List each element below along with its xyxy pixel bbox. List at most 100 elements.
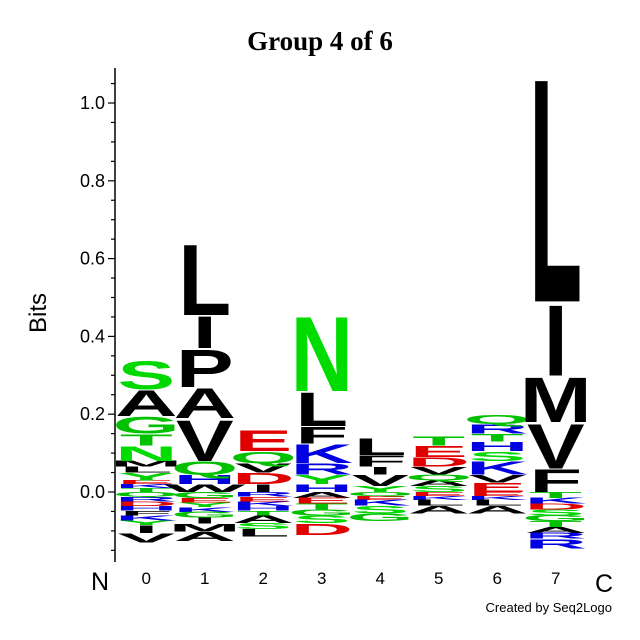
logo-letter-Q: Q (171, 458, 238, 479)
logo-letter-K: K (115, 483, 177, 489)
logo-letter-R: R (525, 531, 587, 540)
y-tick-label: 0.2 (80, 404, 105, 424)
logo-letter-K: K (115, 514, 177, 522)
logo-letter-L: L (295, 383, 348, 437)
logo-letter-G: G (347, 512, 414, 524)
logo-letter-I: I (368, 465, 392, 477)
logo-letter-T: T (237, 510, 290, 517)
logo-letter-R: R (232, 491, 294, 498)
logo-letter-G: G (113, 412, 180, 439)
y-tick-label: 0.8 (80, 171, 105, 191)
logo-letter-T: T (120, 431, 173, 449)
logo-letter-A: A (115, 383, 177, 425)
logo-letter-E: E (410, 443, 468, 461)
logo-letter-H: H (232, 505, 294, 512)
logo-letter-E: E (117, 479, 175, 485)
logo-letter-E: E (468, 491, 526, 497)
logo-letter-R: R (291, 460, 353, 478)
y-tick-label: 0.0 (80, 482, 105, 502)
x-position-label: 4 (376, 569, 385, 588)
x-position-label: 0 (142, 569, 151, 588)
logo-letter-S: S (351, 504, 409, 516)
logo-letter-N: N (115, 442, 177, 466)
credit-text: Created by Seq2Logo (486, 600, 612, 615)
logo-letters: TKEYLMNTGASQRDHFKYIVWHQVAPILGEYKGIMAIDVQ… (110, 12, 591, 551)
x-position-label: 1 (200, 569, 209, 588)
logo-letter-I: I (251, 482, 275, 494)
logo-letter-S: S (527, 508, 585, 517)
logo-letter-N: N (291, 294, 353, 414)
logo-letter-L: L (529, 12, 582, 370)
logo-letter-M: M (110, 459, 182, 468)
logo-letter-F: F (529, 463, 582, 499)
logo-letter-D: D (408, 455, 470, 470)
logo-letter-M: M (520, 365, 592, 437)
logo-letter-Y: Y (117, 519, 175, 526)
logo-letter-K: K (291, 439, 353, 469)
logo-letter-V: V (527, 411, 585, 483)
logo-letter-Y: Y (176, 501, 234, 508)
logo-letter-Y: Y (351, 485, 409, 494)
x-position-label: 6 (493, 569, 502, 588)
logo-letter-A: A (232, 514, 294, 526)
logo-letter-L: L (237, 527, 290, 539)
y-axis-label: Bits (25, 293, 52, 333)
logo-letter-E: E (468, 480, 526, 495)
logo-letter-S: S (234, 522, 292, 531)
logo-letter-Q: Q (113, 491, 180, 498)
logo-letter-D: D (525, 502, 587, 511)
n-terminus-label: N (91, 568, 109, 596)
chart-title: Group 4 of 6 (247, 26, 393, 56)
logo-letter-G: G (522, 514, 589, 523)
x-axis-position-labels: 0 1 2 3 4 5 6 7 (142, 569, 561, 588)
logo-letter-M: M (169, 522, 241, 534)
logo-letter-T: T (412, 433, 465, 448)
logo-letter-A: A (174, 529, 236, 544)
logo-letter-V: V (468, 473, 526, 485)
logo-letter-K: K (174, 506, 236, 513)
logo-letter-T: T (120, 487, 173, 493)
logo-letter-E: E (176, 497, 234, 504)
x-position-label: 3 (317, 569, 326, 588)
logo-letter-G: G (171, 491, 238, 500)
x-position-label: 2 (259, 569, 268, 588)
logo-letter-Q: Q (464, 412, 531, 427)
logo-letter-H: H (174, 472, 236, 487)
logo-letter-G: G (288, 508, 355, 517)
logo-letter-I: I (544, 284, 568, 397)
logo-letter-A: A (525, 526, 587, 535)
logo-letter-F: F (354, 453, 407, 471)
logo-letter-I: I (193, 516, 217, 525)
logo-letter-R: R (525, 537, 587, 552)
logo-letter-T: T (529, 491, 582, 500)
x-position-label: 7 (551, 569, 560, 588)
logo-letter-S: S (410, 485, 468, 494)
logo-letter-T: T (471, 432, 524, 444)
logo-letter-A: A (408, 504, 470, 516)
logo-letter-E: E (234, 496, 292, 503)
logo-letter-A: A (408, 479, 470, 488)
logo-letter-L: L (471, 498, 524, 507)
logo-letter-F: F (120, 510, 173, 517)
logo-letter-K: K (232, 500, 294, 507)
logo-letter-V: V (410, 465, 468, 477)
logo-letter-W: W (164, 482, 245, 494)
logo-letter-Q: Q (405, 473, 472, 482)
logo-letter-V: V (176, 408, 234, 474)
logo-letter-D: D (291, 521, 353, 539)
logo-letter-R: R (466, 422, 528, 437)
logo-letter-K: K (349, 498, 411, 507)
logo-letter-V: V (117, 531, 175, 546)
logo-letter-D: D (232, 470, 294, 488)
y-axis: 0.0 0.2 0.4 0.6 0.8 1.0 (80, 68, 116, 562)
logo-letter-T: T (529, 520, 582, 529)
logo-letter-Q: Q (347, 491, 414, 497)
logo-letter-K: K (466, 495, 528, 501)
logo-letter-V: V (351, 472, 409, 490)
logo-letter-P: P (176, 339, 234, 398)
c-terminus-label: C (595, 570, 613, 598)
logo-letter-R: R (115, 496, 177, 503)
logo-letter-G: G (171, 510, 238, 519)
y-tick-label: 1.0 (80, 93, 105, 113)
